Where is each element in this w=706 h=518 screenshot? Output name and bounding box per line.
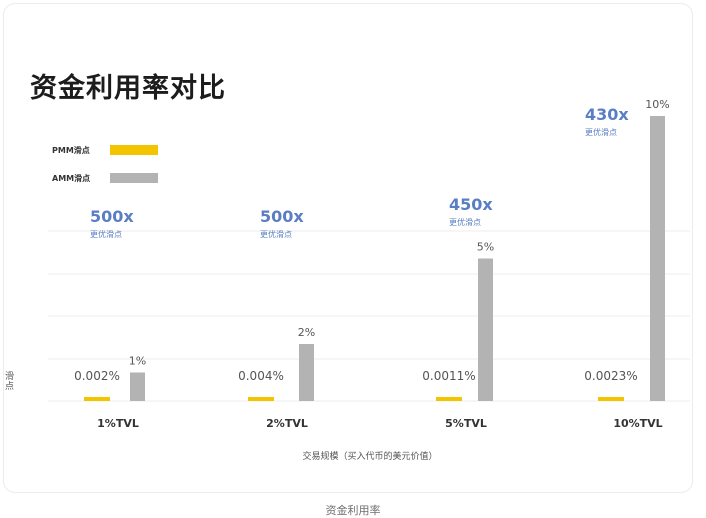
x-tick-label-2: 5%TVL <box>445 417 487 430</box>
legend-item-amm: AMM滑点 <box>52 172 158 184</box>
chart-title: 资金利用率对比 <box>30 73 226 104</box>
multiplier-annotation-0: 500x <box>90 207 134 226</box>
pmm-bar-2 <box>436 397 462 401</box>
pmm-bar-1 <box>248 397 274 401</box>
pmm-bar-3 <box>598 397 624 401</box>
amm-value-label-2: 5% <box>477 241 494 254</box>
legend-label-amm: AMM滑点 <box>52 173 91 183</box>
x-tick-label-3: 10%TVL <box>613 417 662 430</box>
pmm-value-label-1: 0.004% <box>238 369 284 383</box>
y-axis-label: 滑点 <box>5 372 15 392</box>
amm-value-label-3: 10% <box>645 98 669 111</box>
amm-value-label-1: 2% <box>298 326 315 339</box>
amm-bar-2 <box>478 258 493 401</box>
amm-bar-1 <box>299 344 314 401</box>
figure-caption: 资金利用率 <box>325 504 381 517</box>
multiplier-note-2: 更优滑点 <box>449 217 481 227</box>
multiplier-note-3: 更优滑点 <box>585 127 617 137</box>
multiplier-annotation-2: 450x <box>449 195 493 214</box>
multiplier-annotation-3: 430x <box>585 105 629 124</box>
legend-label-pmm: PMM滑点 <box>52 145 90 155</box>
pmm-value-label-3: 0.0023% <box>584 369 637 383</box>
pmm-value-label-2: 0.0011% <box>422 369 475 383</box>
multiplier-annotation-1: 500x <box>260 207 304 226</box>
multiplier-note-1: 更优滑点 <box>260 229 292 239</box>
amm-bar-3 <box>650 116 665 401</box>
amm-value-label-0: 1% <box>129 355 146 368</box>
pmm-bar-0 <box>84 397 110 401</box>
x-tick-label-0: 1%TVL <box>97 417 139 430</box>
legend-swatch-pmm <box>110 145 158 155</box>
pmm-value-label-0: 0.002% <box>74 369 120 383</box>
legend-item-pmm: PMM滑点 <box>52 144 158 156</box>
x-axis-label: 交易规模（买入代币的美元价值） <box>302 452 438 462</box>
amm-bar-0 <box>130 372 145 401</box>
legend-swatch-amm <box>110 173 158 183</box>
x-tick-label-1: 2%TVL <box>266 417 308 430</box>
chart-card <box>3 3 693 493</box>
multiplier-note-0: 更优滑点 <box>90 229 122 239</box>
